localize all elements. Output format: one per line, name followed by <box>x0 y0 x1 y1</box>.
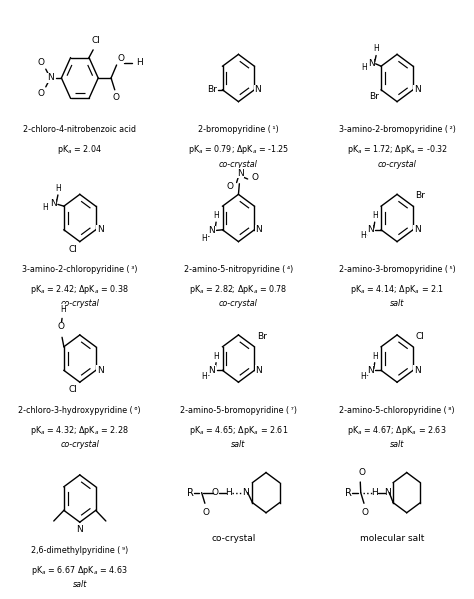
Text: H: H <box>60 305 66 314</box>
Text: 2-chloro-3-hydroxypyridine ( ⁶): 2-chloro-3-hydroxypyridine ( ⁶) <box>18 406 141 415</box>
Text: co-crystal: co-crystal <box>378 159 417 168</box>
Text: N: N <box>76 525 83 534</box>
Text: H: H <box>213 352 219 361</box>
Text: H: H <box>374 44 379 53</box>
Text: pK$_a$ = 0.79; ΔpK$_a$ = -1.25: pK$_a$ = 0.79; ΔpK$_a$ = -1.25 <box>188 143 289 156</box>
Text: N: N <box>367 366 374 375</box>
Text: O: O <box>227 181 234 190</box>
Text: H: H <box>55 184 61 193</box>
Text: Cl: Cl <box>69 245 78 254</box>
Text: N: N <box>384 488 391 497</box>
Text: 2-amino-5-chloropyridine ( ⁸): 2-amino-5-chloropyridine ( ⁸) <box>339 406 455 415</box>
Text: O: O <box>118 54 125 63</box>
Text: 2-amino-5-bromopyridine ( ⁷): 2-amino-5-bromopyridine ( ⁷) <box>180 406 297 415</box>
Text: N: N <box>255 366 262 375</box>
Text: Br: Br <box>369 92 379 101</box>
Text: O: O <box>58 322 64 331</box>
Text: H: H <box>360 231 365 240</box>
Text: H: H <box>43 204 48 213</box>
Text: H: H <box>371 488 378 497</box>
Text: O: O <box>358 468 365 477</box>
Text: H: H <box>225 488 232 497</box>
Text: N: N <box>367 225 374 234</box>
Text: Br: Br <box>207 85 217 94</box>
Text: salt: salt <box>390 440 404 449</box>
Text: H: H <box>372 352 378 361</box>
Text: pK$_a$ = 4.32; ΔpK$_a$ = 2.28: pK$_a$ = 4.32; ΔpK$_a$ = 2.28 <box>30 423 129 437</box>
Text: N: N <box>368 59 375 68</box>
Text: Br: Br <box>256 332 266 341</box>
Text: Cl: Cl <box>415 332 424 341</box>
Text: co-crystal: co-crystal <box>219 159 258 168</box>
Text: H: H <box>360 372 365 381</box>
Text: salt: salt <box>231 440 246 449</box>
Text: 3-amino-2-bromopyridine ( ²): 3-amino-2-bromopyridine ( ²) <box>338 125 456 134</box>
Text: 3-amino-2-chloropyridine ( ³): 3-amino-2-chloropyridine ( ³) <box>22 265 137 274</box>
Text: co-crystal: co-crystal <box>60 300 99 308</box>
Text: R: R <box>187 488 193 498</box>
Text: R: R <box>346 488 352 498</box>
Text: N: N <box>414 366 420 375</box>
Text: O: O <box>362 508 369 517</box>
Text: pK$_a$ = 2.42; ΔpK$_a$ = 0.38: pK$_a$ = 2.42; ΔpK$_a$ = 0.38 <box>30 283 129 296</box>
Text: O: O <box>38 58 45 67</box>
Text: H: H <box>372 211 378 220</box>
Text: N: N <box>414 225 420 234</box>
Text: salt: salt <box>390 300 404 308</box>
Text: O: O <box>38 89 45 98</box>
Text: Cl: Cl <box>69 385 78 394</box>
Text: co-crystal: co-crystal <box>219 300 258 308</box>
Text: 2-bromopyridine ( ¹): 2-bromopyridine ( ¹) <box>198 125 279 134</box>
Text: pK$_a$ = 6.67 ΔpK$_a$ = 4.63: pK$_a$ = 6.67 ΔpK$_a$ = 4.63 <box>31 564 128 576</box>
Text: O: O <box>251 173 258 182</box>
Text: O: O <box>212 488 219 497</box>
Text: H: H <box>362 63 367 72</box>
Text: pK$_a$ = 2.04: pK$_a$ = 2.04 <box>57 143 102 156</box>
Text: N: N <box>255 225 262 234</box>
Text: H: H <box>201 372 207 381</box>
Text: pK$_a$ = 4.65; ΔpK$_a$ = 2.61: pK$_a$ = 4.65; ΔpK$_a$ = 2.61 <box>189 423 288 437</box>
Text: H: H <box>136 58 143 67</box>
Text: N: N <box>237 169 244 178</box>
Text: H: H <box>213 211 219 220</box>
Text: N: N <box>97 225 103 234</box>
Text: 2-chloro-4-nitrobenzoic acid: 2-chloro-4-nitrobenzoic acid <box>23 125 137 134</box>
Text: salt: salt <box>73 580 87 589</box>
Text: N: N <box>255 85 261 94</box>
Text: N: N <box>97 366 103 375</box>
Text: N: N <box>209 366 215 375</box>
Text: co-crystal: co-crystal <box>60 440 99 449</box>
Text: pK$_a$ = 4.14; ΔpK$_a$ = 2.1: pK$_a$ = 4.14; ΔpK$_a$ = 2.1 <box>350 283 444 296</box>
Text: N: N <box>242 488 249 497</box>
Text: co-crystal: co-crystal <box>212 534 256 543</box>
Text: pK$_a$ = 2.82; ΔpK$_a$ = 0.78: pK$_a$ = 2.82; ΔpK$_a$ = 0.78 <box>190 283 288 296</box>
Text: Cl: Cl <box>92 36 101 45</box>
Text: N: N <box>209 226 215 235</box>
Text: pK$_a$ = 4.67; ΔpK$_a$ = 2.63: pK$_a$ = 4.67; ΔpK$_a$ = 2.63 <box>347 423 447 437</box>
Text: N: N <box>414 85 420 94</box>
Text: pK$_a$ = 1.72; ΔpK$_a$ = -0.32: pK$_a$ = 1.72; ΔpK$_a$ = -0.32 <box>346 143 447 156</box>
Text: O: O <box>113 93 119 102</box>
Text: 2,6-dimethylpyridine ( ⁹): 2,6-dimethylpyridine ( ⁹) <box>31 546 128 555</box>
Text: O: O <box>203 508 210 517</box>
Text: 2-amino-3-bromopyridine ( ⁵): 2-amino-3-bromopyridine ( ⁵) <box>339 265 456 274</box>
Text: molecular salt: molecular salt <box>360 534 425 543</box>
Text: 2-amino-5-nitropyridine ( ⁴): 2-amino-5-nitropyridine ( ⁴) <box>184 265 293 274</box>
Text: H: H <box>201 234 207 243</box>
Text: N: N <box>47 74 54 83</box>
Text: N: N <box>50 199 56 208</box>
Text: Br: Br <box>415 191 425 200</box>
